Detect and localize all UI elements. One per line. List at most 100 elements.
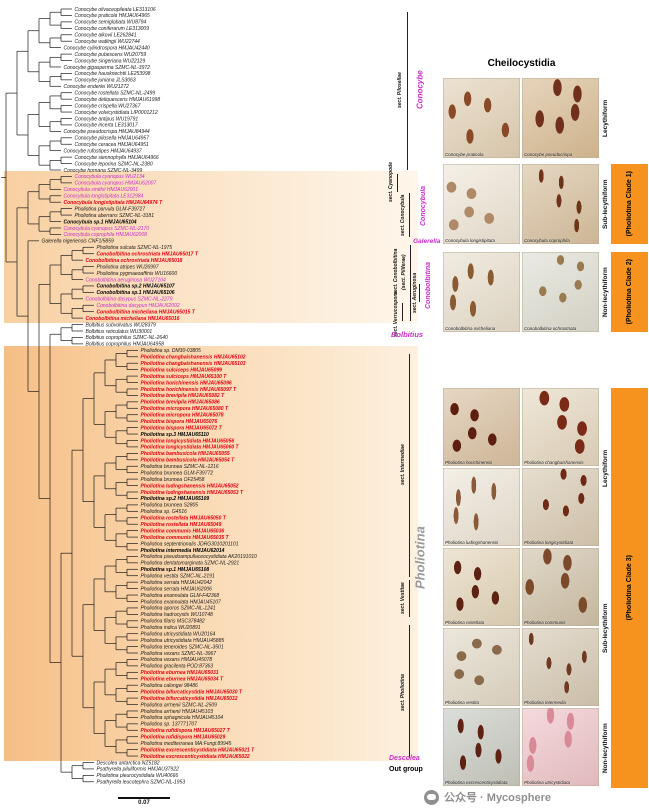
clade-bar-1: (Pholiotina Clade 1) [611,164,648,244]
taxon-label: Pholiotina sp.3 HMJAU65110 [141,432,209,438]
clade-bar-1-label: (Pholiotina Clade 1) [626,171,633,237]
taxon-label: Pholiotina excrescenticystidiata HMJAU65… [141,747,256,753]
tile-caption: Pholiotina vestita [445,700,480,705]
tile-caption: Conocybula coprophila [524,238,570,243]
taxon-label: Pholiotina pseudoampullaceocystidiata AK… [141,554,258,560]
taxon-label: Conocybe pubescens WU20759 [75,52,147,58]
taxon-label: Conocybula sp.1 HMJAU65104 [64,219,137,225]
taxon-label: Conobolbitina micheliana HMJAU65015 T [97,309,196,315]
taxon-label: Pholiotina changbaishanensis HMJAU65102 [141,355,246,361]
section-label-cyanopode: sect. Cyanopode [388,162,394,203]
genus-label-conocybula: Conocybula [420,185,427,227]
micrograph-pholiotina-rostellata: Pholiotina rostellata [443,548,520,626]
clade-bar-3-label: (Pholiotina Clade 3) [626,555,633,621]
micrograph-conobolbitina-micheliana: Conobolbitina micheliana [443,252,520,332]
taxon-label: Conocybe alkovii LE262841 [75,33,137,39]
section-label-aeruginosa: sect. Aeruginosa [412,272,418,314]
taxon-label: Conocybe hausknechtii LE253998 [75,71,151,77]
taxon-label: Pholiotina sp. DM30-03805 [141,348,202,354]
taxon-label: Pholiotina pygmaeoaffinis WU16600 [97,271,178,277]
taxon-label: Conocybe singeriana WU22129 [75,58,146,64]
taxon-label: Pholiotina calongei 98486 [141,683,198,689]
section-bracket-aeruginosa [419,284,420,302]
tile-caption: Pholiotina utricystidiata [524,780,571,785]
taxon-label: Conobolbitina micheliana HMJAU65016 [86,316,180,322]
taxon-label: Pholiotina brunnea OF25458 [141,477,205,483]
taxon-label: Pholiotina arrhenii SZMC-NL-2509 [141,702,218,708]
section-label-vestitae: sect. Vestitae [400,582,406,614]
micrograph-pholiotina-utricystidiata: Pholiotina utricystidiata [522,708,599,786]
micrograph-conocybe-pseudocrispa: Conocybe pseudocrispa [522,78,599,158]
taxon-label: Pholiotina teneroides SZMC-NL-3501 [141,644,224,650]
clade-bar-3: (Pholiotina Clade 3) [611,388,648,788]
conocybula-conobolbitina-band [4,171,418,323]
tile-caption: Pholiotina longicystidiata [524,540,574,545]
taxon-label: Pholiotina mediterranea MA:Fungi:89945 [141,741,232,747]
tile-caption: Pholiotina ludingshanensis [445,540,499,545]
taxon-label: Pholiotina arrhenii HMJAU45103 [141,709,214,715]
taxon-label: Pholiotina rostellata HMJAU65049 [141,522,222,528]
cheilocystidia-title: Cheilocystidia [487,58,556,69]
taxon-label: Conocybula longistipitata LE312984 [64,194,144,200]
taxon-label: Pholiotina gracilenta POD:87363 [141,664,214,670]
form-label-sub-lecythiform-1: Sub-lecythiform [602,179,609,229]
taxon-label: Galerella nigeriensis CNF1/5859 [42,239,114,245]
taxon-label: Pholiotina rufidispora HMJAU65029 [141,735,226,741]
taxon-label: Pholiotina pleurocystidiata WU40666 [97,773,179,779]
taxon-label: Conocybe deliquescens HMJAU61998 [75,97,161,103]
taxon-label: Pholiotina sulciceps HMJAU65100 T [141,374,228,380]
taxon-label: Conobolbitina ochrostriata HMJAU65018 [86,258,183,264]
taxon-label: Pholiotina aporos SZMC-NL-1241 [141,606,216,612]
taxon-label: Pholiotina serrata HMJAU42042 [141,580,213,586]
tile-caption: Pholiotina rostellata [445,620,485,625]
taxon-label: Conobolbitina sp.1 HMJAU65106 [97,290,175,296]
clade-bar-2-label: (Pholiotina Clade 2) [626,259,633,325]
taxon-label: Conocybe cylindrospora HMJAU42440 [64,45,150,51]
form-label-non-lecythiform-1: Non-lecythiform [602,267,609,317]
tile-caption: Conobolbitina micheliana [445,326,496,331]
taxon-label: Conocybula cyanopus HMJAU62007 [75,181,157,187]
taxon-label: Pholiotina parvula GLM-F39727 [75,206,146,212]
taxon-label: Pholiotina bambusicola HMJAU65055 [141,451,230,457]
taxon-label: Pholiotina intermedia HMJAU62014 [141,548,225,554]
form-label-lecythiform-1: Lecythiform [602,99,609,137]
genus-label-conocybe: Conocybe [415,70,425,109]
taxon-label: Pholiotina vexans HMJAU45078 [141,657,213,663]
taxon-label: Conocybe leporina SZMC-NL-2380 [75,161,153,167]
taxon-label: Pholiotina brevipila HMJAU65082 T [141,393,226,399]
micrograph-pholiotina-ludingshanensis: Pholiotina ludingshanensis [443,468,520,546]
taxon-label: Pholiotina serrata HMJAU62006 [141,586,213,592]
taxon-label: Bolbitius coprophilus HMJAU64958 [86,342,165,348]
form-label-lecythiform-2: Lecythiform [602,449,609,487]
section-label-pholiotina: sect. Pholiotina [400,674,406,711]
taxon-label: Pholiotina changbaishanensis HMJAU65103 [141,361,246,367]
section-bracket-conocybula [409,193,410,237]
taxon-label: Bolbitius subvolvatus WU28379 [86,322,157,328]
section-label-intermediae: sect. Intermediae [400,444,406,486]
wechat-icon [424,789,439,805]
outgroup-label: Out group [389,766,423,773]
taxon-label: Conocybe semiglobata WU8794 [75,20,147,26]
clade-bar-2: (Pholiotina Clade 2) [611,252,648,332]
taxon-label: Conocybe ceracea HMJAU64951 [75,142,149,148]
taxon-label: Pholiotina exannulata GLM-F42368 [141,593,220,599]
taxon-label: Pholiotina longicystidiata HMJAU65056 [141,438,235,444]
tile-caption: Pholiotina changbaishanensis [524,460,584,465]
taxon-label: Pholiotina exannulata HMJAU45107 [141,599,222,605]
taxon-label: Pholiotina indica WU20891 [141,625,201,631]
taxon-label: Pholiotina vexans SZMC-NL-3967 [141,651,217,657]
section-bracket-conobolbitina [410,245,411,321]
genus-label-bolbitius: Bolbitius [391,330,424,339]
taxon-label: Conocybe gigasperma SZMC-NL-3972 [64,65,151,71]
micrograph-pholiotina-longicystidiata: Pholiotina longicystidiata [522,468,599,546]
taxon-label: Pholiotina bispora HMJAU65076 [141,419,218,425]
micrograph-conocybe-praticola: Conocybe praticola [443,78,520,158]
tile-caption: Conocybe praticola [445,152,484,157]
micrograph-conobolbitina-ochrostriata: Conobolbitina ochrostriata [522,252,599,332]
taxon-label: Conocybe rufostipes HMJAU64937 [64,148,142,154]
section-bracket-pholiotina [409,625,410,758]
genus-label-descolea: Descolea [389,755,420,762]
taxon-label: Conocybe juniana JLS3063 [75,78,136,84]
taxon-label: Conocybe antipus WU19791 [75,116,139,122]
